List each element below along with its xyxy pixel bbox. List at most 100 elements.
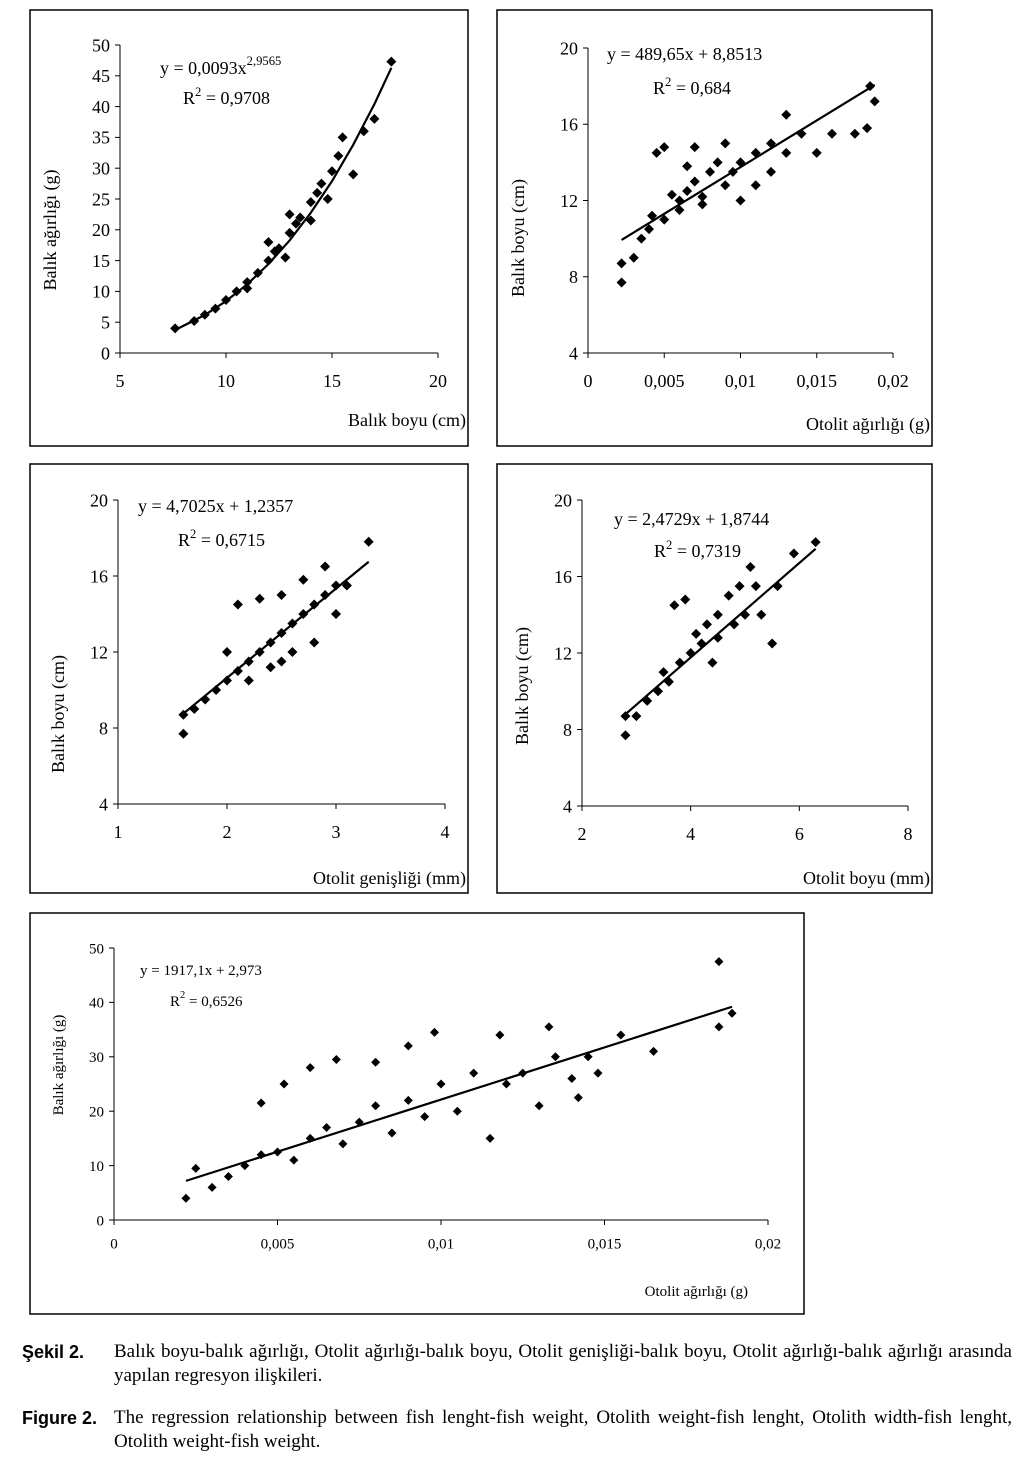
equation: y = 489,65x + 8,8513 (607, 44, 762, 64)
point (827, 128, 837, 139)
x-axis-title: Otolit boyu (mm) (803, 868, 930, 889)
point (734, 581, 745, 592)
point (689, 176, 700, 187)
point (616, 277, 627, 288)
r-exponent: 2 (666, 538, 672, 552)
r-exponent: 2 (195, 85, 201, 99)
point (727, 1008, 737, 1018)
point (223, 1171, 233, 1181)
point (631, 711, 642, 722)
point (170, 323, 181, 334)
point (745, 561, 756, 572)
point (616, 1030, 626, 1040)
y-tick-label: 10 (89, 1159, 104, 1175)
y-axis-title: Balık boyu (cm) (512, 627, 533, 745)
y-axis-title: Balık boyu (cm) (48, 655, 69, 773)
point (723, 590, 734, 601)
point (263, 255, 274, 266)
point (320, 590, 331, 600)
point (320, 561, 331, 572)
r-symbol: R (654, 541, 666, 561)
point (720, 180, 731, 191)
point (276, 656, 287, 667)
point (862, 123, 873, 134)
y-tick-label: 4 (563, 796, 572, 816)
chart-frame (496, 463, 933, 894)
point (276, 590, 287, 600)
point (305, 1063, 315, 1073)
point (363, 536, 374, 547)
r-squared: R2 = 0,7319 (654, 538, 741, 561)
point (628, 252, 639, 263)
point (644, 224, 654, 235)
x-tick-label: 4 (441, 822, 450, 842)
trendline (182, 560, 370, 715)
y-tick-label: 4 (569, 343, 578, 363)
point (869, 96, 880, 107)
equation: y = 4,7025x + 1,2357 (138, 496, 293, 516)
point (767, 638, 778, 649)
point (707, 657, 718, 668)
point (191, 1163, 201, 1173)
y-tick-label: 30 (92, 159, 110, 179)
r-symbol: R (653, 78, 665, 98)
point (371, 1101, 381, 1111)
r-squared: R2 = 0,6526 (170, 990, 243, 1010)
x-tick-label: 0,02 (755, 1237, 781, 1253)
equation-base: y = 4,7025x + 1,2357 (138, 496, 293, 516)
chart-frame (29, 9, 469, 447)
point (265, 662, 276, 673)
point (371, 1057, 381, 1067)
point (222, 647, 232, 657)
x-axis-title: Otolit ağırlığı (g) (645, 1284, 748, 1300)
y-axis-title: Balık boyu (cm) (508, 179, 529, 297)
point (550, 1052, 560, 1062)
point (766, 166, 776, 177)
point (279, 1079, 289, 1089)
point (534, 1101, 544, 1111)
point (295, 212, 306, 223)
caption-text: The regression relationship between fish… (114, 1407, 1012, 1452)
point (781, 109, 792, 120)
y-tick-label: 20 (90, 490, 108, 510)
point (403, 1095, 413, 1105)
point (331, 1055, 341, 1065)
x-tick-label: 20 (429, 371, 447, 391)
x-axis-title: Otolit ağırlığı (g) (806, 414, 930, 435)
point (788, 548, 799, 559)
point (338, 1139, 348, 1149)
x-tick-label: 1 (114, 822, 123, 842)
point (697, 199, 708, 210)
point (701, 619, 712, 630)
y-tick-label: 30 (89, 1050, 104, 1066)
equation: y = 1917,1x + 2,973 (140, 963, 262, 979)
r-exponent: 2 (180, 990, 185, 1001)
point (290, 218, 301, 229)
point (714, 1022, 724, 1032)
x-tick-label: 10 (217, 371, 235, 391)
y-tick-label: 16 (90, 566, 108, 586)
r-squared: R2 = 0,6715 (178, 527, 265, 550)
y-tick-label: 50 (89, 941, 104, 957)
r-exponent: 2 (665, 75, 671, 89)
x-tick-label: 3 (332, 822, 341, 842)
point (705, 166, 715, 177)
y-tick-label: 0 (97, 1213, 105, 1229)
x-tick-label: 5 (116, 371, 125, 391)
point (666, 189, 677, 200)
point (222, 675, 232, 686)
point (287, 647, 298, 657)
point (697, 191, 708, 202)
point (573, 1093, 583, 1103)
y-tick-label: 16 (560, 115, 578, 135)
trendline (185, 1005, 733, 1182)
y-tick-label: 45 (92, 66, 110, 86)
r-value: = 0,684 (671, 78, 731, 98)
x-tick-label: 8 (904, 824, 913, 844)
y-tick-label: 16 (554, 567, 572, 587)
point (322, 194, 333, 204)
equation-base: y = 0,0093x (160, 58, 247, 78)
point (312, 187, 323, 198)
